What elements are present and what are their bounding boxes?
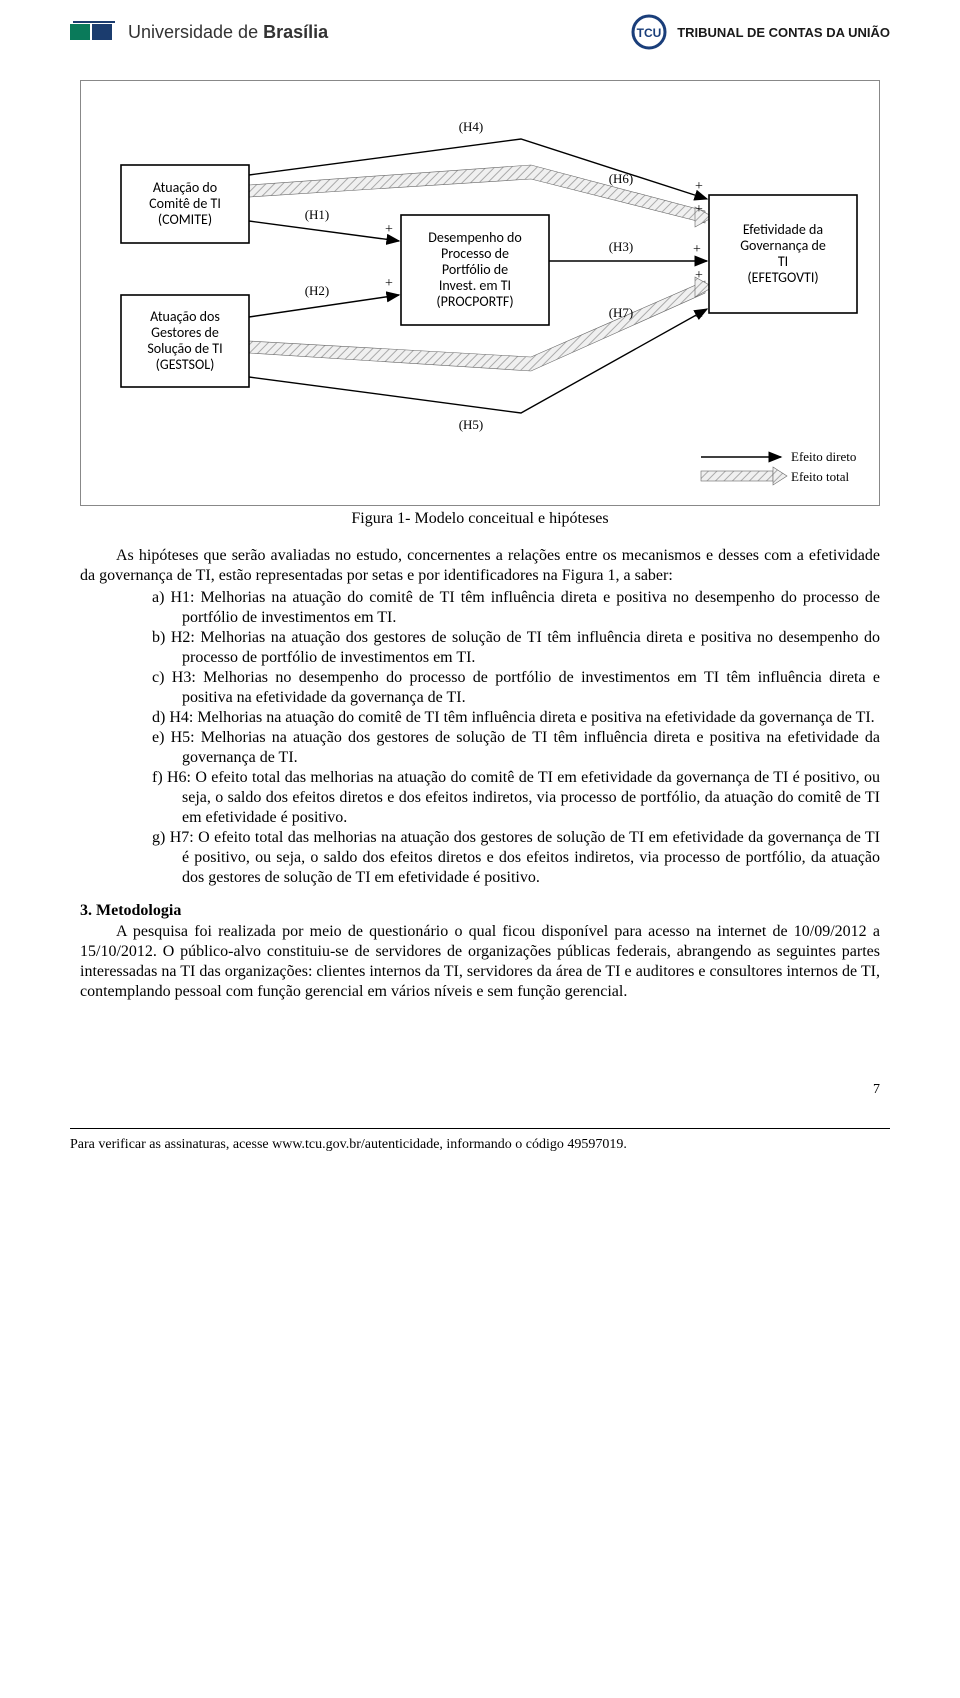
hypothesis-text: H1: Melhorias na atuação do comitê de TI… bbox=[170, 589, 880, 626]
plus-h6: + bbox=[695, 202, 703, 217]
plus-h2: + bbox=[385, 276, 393, 291]
page-number: 7 bbox=[0, 1042, 960, 1098]
tcu-logo-icon: TCU bbox=[629, 12, 669, 52]
svg-text:Desempenho do: Desempenho do bbox=[428, 229, 522, 246]
list-marker: d) bbox=[152, 709, 169, 726]
label-h6: (H6) bbox=[609, 171, 634, 186]
svg-text:Gestores de: Gestores de bbox=[151, 324, 219, 341]
svg-text:Invest. em TI: Invest. em TI bbox=[439, 277, 511, 294]
arrow-h2 bbox=[249, 295, 399, 317]
main-content: Atuação doComitê de TI(COMITE)Atuação do… bbox=[0, 60, 960, 1042]
legend: Efeito direto Efeito total bbox=[701, 449, 856, 485]
hypothesis-text: H6: O efeito total das melhorias na atua… bbox=[167, 769, 880, 826]
svg-text:TI: TI bbox=[778, 253, 788, 270]
label-h7: (H7) bbox=[609, 305, 634, 320]
plus-h5: + bbox=[695, 310, 703, 325]
list-marker: g) bbox=[152, 829, 170, 846]
hypothesis-item: a) H1: Melhorias na atuação do comitê de… bbox=[152, 588, 880, 628]
svg-text:(EFETGOVTI): (EFETGOVTI) bbox=[747, 269, 818, 286]
hypothesis-text: H3: Melhorias no desempenho do processo … bbox=[172, 669, 880, 706]
diagram-node-procportf: Desempenho doProcesso dePortfólio deInve… bbox=[401, 215, 549, 325]
section-number: 3. bbox=[80, 902, 92, 919]
page-header: Universidade de Brasília TCU TRIBUNAL DE… bbox=[0, 0, 960, 60]
hypothesis-text: H7: O efeito total das melhorias na atua… bbox=[170, 829, 880, 886]
list-marker: b) bbox=[152, 629, 171, 646]
unb-text-part2: Brasília bbox=[263, 22, 328, 42]
footer-text: Para verificar as assinaturas, acesse ww… bbox=[70, 1128, 890, 1173]
intro-paragraph: As hipóteses que serão avaliadas no estu… bbox=[80, 546, 880, 586]
svg-text:TCU: TCU bbox=[637, 26, 662, 40]
svg-text:Governança de: Governança de bbox=[740, 237, 826, 254]
unb-text: Universidade de Brasília bbox=[128, 22, 328, 43]
plus-h4: + bbox=[695, 179, 703, 194]
svg-text:(COMITE): (COMITE) bbox=[158, 211, 212, 228]
tcu-brand: TCU TRIBUNAL DE CONTAS DA UNIÃO bbox=[629, 12, 890, 52]
hypothesis-item: c) H3: Melhorias no desempenho do proces… bbox=[152, 668, 880, 708]
hypothesis-item: e) H5: Melhorias na atuação dos gestores… bbox=[152, 728, 880, 768]
hypothesis-item: g) H7: O efeito total das melhorias na a… bbox=[152, 828, 880, 888]
figure-caption: Figura 1- Modelo conceitual e hipóteses bbox=[80, 510, 880, 528]
section-title: 3. Metodologia bbox=[80, 902, 880, 920]
unb-text-part1: Universidade de bbox=[128, 22, 263, 42]
conceptual-model-diagram: Atuação doComitê de TI(COMITE)Atuação do… bbox=[91, 95, 881, 495]
svg-text:Comitê de TI: Comitê de TI bbox=[149, 195, 221, 212]
svg-text:(PROCPORTF): (PROCPORTF) bbox=[436, 293, 513, 310]
label-h4: (H4) bbox=[459, 119, 484, 134]
plus-h1: + bbox=[385, 222, 393, 237]
label-h5: (H5) bbox=[459, 417, 484, 432]
svg-text:Processo de: Processo de bbox=[441, 245, 509, 262]
unb-logo-icon bbox=[70, 18, 118, 46]
diagram-node-gestsol: Atuação dosGestores deSolução de TI(GEST… bbox=[121, 295, 249, 387]
plus-h3: + bbox=[693, 242, 701, 257]
hypothesis-text: H2: Melhorias na atuação dos gestores de… bbox=[171, 629, 880, 666]
svg-text:Efetividade da: Efetividade da bbox=[743, 221, 823, 238]
hypothesis-item: b) H2: Melhorias na atuação dos gestores… bbox=[152, 628, 880, 668]
svg-text:Solução de TI: Solução de TI bbox=[147, 340, 222, 357]
label-h1: (H1) bbox=[305, 207, 330, 222]
label-h3: (H3) bbox=[609, 239, 634, 254]
legend-total-label: Efeito total bbox=[791, 469, 850, 484]
methodology-paragraph: A pesquisa foi realizada por meio de que… bbox=[80, 922, 880, 1002]
section-title-text: Metodologia bbox=[96, 902, 181, 919]
diagram-node-comite: Atuação doComitê de TI(COMITE) bbox=[121, 165, 249, 243]
diagram-node-efetgovti: Efetividade daGovernança deTI(EFETGOVTI) bbox=[709, 195, 857, 313]
svg-text:(GESTSOL): (GESTSOL) bbox=[156, 356, 215, 373]
list-marker: f) bbox=[152, 769, 167, 786]
unb-brand: Universidade de Brasília bbox=[70, 18, 328, 46]
diagram-frame: Atuação doComitê de TI(COMITE)Atuação do… bbox=[80, 80, 880, 506]
hypothesis-text: H5: Melhorias na atuação dos gestores de… bbox=[171, 729, 880, 766]
label-h2: (H2) bbox=[305, 283, 330, 298]
svg-text:Atuação do: Atuação do bbox=[153, 179, 217, 196]
plus-h7: + bbox=[695, 268, 703, 283]
list-marker: a) bbox=[152, 589, 170, 606]
arrow-h1 bbox=[249, 221, 399, 241]
svg-text:Portfólio de: Portfólio de bbox=[442, 261, 508, 278]
tcu-text: TRIBUNAL DE CONTAS DA UNIÃO bbox=[677, 25, 890, 40]
svg-text:Atuação dos: Atuação dos bbox=[150, 308, 220, 325]
hypothesis-list: a) H1: Melhorias na atuação do comitê de… bbox=[80, 588, 880, 888]
legend-direct-label: Efeito direto bbox=[791, 449, 856, 464]
hypothesis-text: H4: Melhorias na atuação do comitê de TI… bbox=[169, 709, 874, 726]
list-marker: e) bbox=[152, 729, 171, 746]
hypothesis-item: d) H4: Melhorias na atuação do comitê de… bbox=[152, 708, 880, 728]
hypothesis-item: f) H6: O efeito total das melhorias na a… bbox=[152, 768, 880, 828]
list-marker: c) bbox=[152, 669, 172, 686]
